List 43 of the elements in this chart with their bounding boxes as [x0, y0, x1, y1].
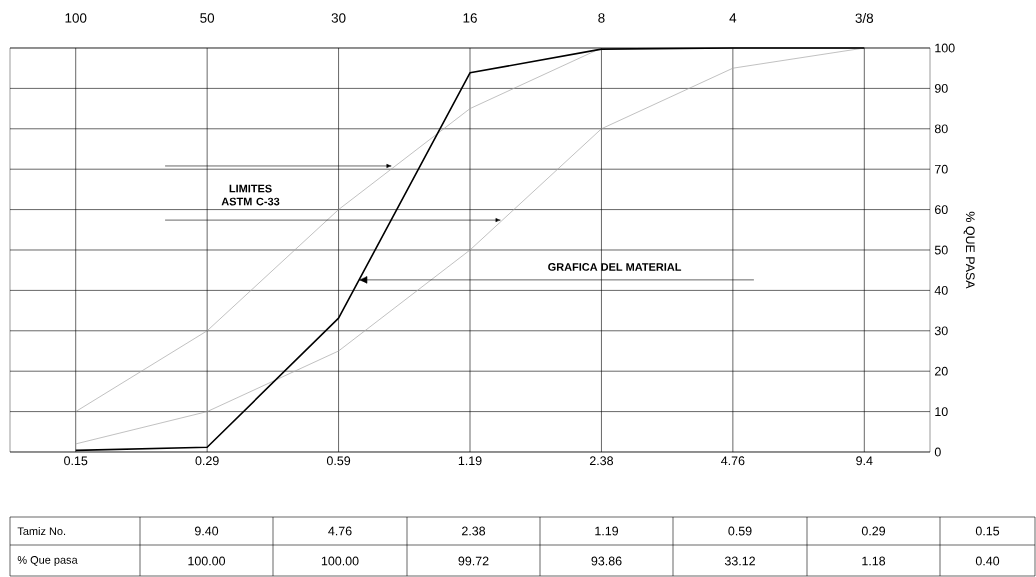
text: % Que pasa — [17, 556, 78, 566]
text: 0.59 — [728, 526, 752, 536]
text: 33.12 — [724, 556, 755, 566]
text: 100 — [65, 13, 87, 23]
y-tick-label: 90 — [934, 83, 948, 93]
x-tick-label: 0.59 — [326, 456, 351, 466]
text: 50 — [200, 13, 215, 23]
text: 93.86 — [591, 556, 622, 566]
text: Tamiz No. — [17, 526, 66, 536]
text: 1.19 — [595, 526, 619, 536]
y-tick-label: 100 — [935, 43, 955, 53]
text: 9.40 — [194, 526, 219, 536]
y-tick-label: 10 — [935, 407, 948, 417]
text: 3/8 — [855, 13, 874, 23]
text: 1.18 — [862, 556, 886, 566]
y-tick-label: 20 — [934, 366, 948, 376]
text: 0.15 — [975, 526, 1000, 536]
text: 99.72 — [458, 556, 489, 566]
text: 0.29 — [861, 526, 886, 536]
annotation: LIMITES ASTM C-33 — [221, 184, 280, 206]
text: 100.00 — [188, 556, 226, 566]
y-tick-label: 0 — [934, 447, 941, 457]
text: 4 — [729, 13, 737, 23]
y-tick-label: 30 — [934, 326, 948, 336]
text: 0.40 — [975, 556, 1000, 566]
x-tick-label: 9.4 — [856, 456, 873, 466]
y-tick-label: 70 — [935, 164, 948, 174]
text: 30 — [331, 13, 346, 23]
text: 4.76 — [328, 526, 352, 536]
y-tick-label: 60 — [934, 205, 948, 215]
y-tick-label: 80 — [934, 124, 948, 134]
text: 8 — [598, 13, 605, 23]
text: 2.38 — [462, 526, 486, 536]
y-tick-label: 50 — [934, 245, 948, 255]
x-tick-label: 1.19 — [458, 456, 482, 466]
x-tick-label: 0.15 — [64, 456, 88, 466]
text: 16 — [463, 13, 477, 23]
y-axis-title: % QUE PASA — [963, 211, 975, 289]
x-tick-label: 2.38 — [589, 456, 614, 466]
text: 100.00 — [321, 556, 359, 566]
x-tick-label: 0.29 — [195, 456, 219, 466]
y-tick-label: 40 — [934, 286, 948, 295]
x-tick-label: 4.76 — [721, 456, 745, 466]
